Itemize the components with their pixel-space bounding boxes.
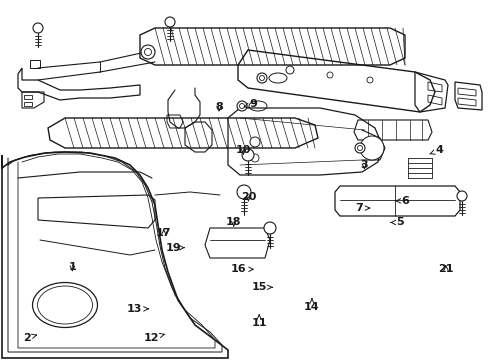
Text: 1: 1: [68, 262, 76, 272]
Text: 13: 13: [126, 304, 148, 314]
Text: 21: 21: [437, 264, 453, 274]
Circle shape: [237, 185, 250, 199]
Circle shape: [456, 191, 466, 201]
Circle shape: [144, 49, 151, 55]
Circle shape: [357, 145, 362, 150]
Circle shape: [242, 149, 253, 161]
Circle shape: [33, 23, 43, 33]
Text: 6: 6: [395, 196, 408, 206]
Text: 18: 18: [225, 217, 241, 228]
Text: 8: 8: [215, 102, 223, 112]
Text: 3: 3: [360, 160, 367, 170]
Text: 4: 4: [429, 145, 442, 156]
Text: 9: 9: [244, 99, 257, 109]
Text: 11: 11: [251, 315, 266, 328]
Circle shape: [237, 101, 246, 111]
Text: 19: 19: [165, 243, 184, 253]
Circle shape: [285, 66, 293, 74]
Circle shape: [366, 77, 372, 83]
Circle shape: [250, 154, 259, 162]
Text: 5: 5: [390, 217, 403, 228]
Text: 14: 14: [304, 299, 319, 312]
Circle shape: [164, 17, 175, 27]
Circle shape: [264, 222, 275, 234]
Circle shape: [354, 143, 364, 153]
Circle shape: [259, 76, 264, 81]
Text: 17: 17: [156, 228, 171, 238]
Circle shape: [239, 104, 244, 108]
Text: 10: 10: [235, 145, 251, 156]
Circle shape: [141, 45, 155, 59]
Circle shape: [257, 73, 266, 83]
Circle shape: [359, 136, 383, 160]
Text: 15: 15: [251, 282, 272, 292]
Text: 7: 7: [355, 203, 369, 213]
Text: 20: 20: [240, 192, 256, 202]
Circle shape: [249, 137, 260, 147]
Text: 12: 12: [143, 333, 164, 343]
Text: 16: 16: [230, 264, 253, 274]
Circle shape: [326, 72, 332, 78]
Text: 2: 2: [23, 333, 37, 343]
